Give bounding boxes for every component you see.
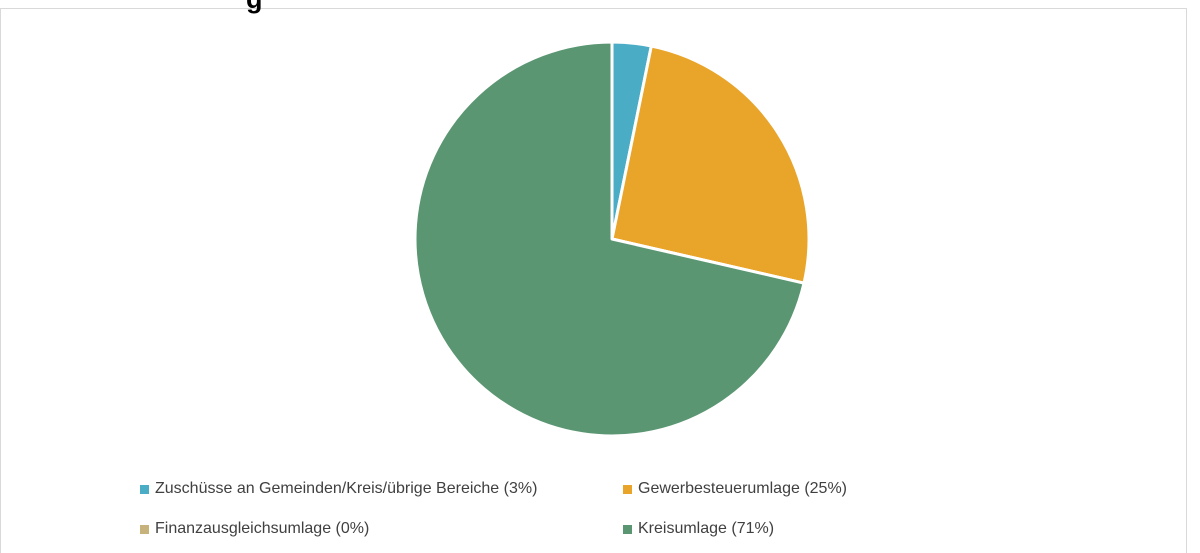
legend-swatch-kreisumlage [623,524,632,534]
legend-swatch-finanzausgleichsumlage [140,524,149,534]
legend-label-gewerbesteuerumlage: Gewerbesteuerumlage (25%) [638,480,847,497]
legend-label-zuschuesse: Zuschüsse an Gemeinden/Kreis/übrige Bere… [155,480,538,497]
legend-label-kreisumlage: Kreisumlage (71%) [638,520,775,537]
legend-swatch-zuschuesse [140,484,149,494]
legend-item-zuschuesse: Zuschüsse an Gemeinden/Kreis/übrige Bere… [140,480,537,498]
legend-item-kreisumlage: Kreisumlage (71%) [623,520,774,538]
legend-swatch-gewerbesteuerumlage [623,484,632,494]
pie-slice-kreisumlage [413,40,806,438]
legend-item-finanzausgleichsumlage: Finanzausgleichsumlage (0%) [140,520,369,538]
pie-slice-gewerbesteuerumlage [610,44,811,285]
legend-label-finanzausgleichsumlage: Finanzausgleichsumlage (0%) [155,520,370,537]
chart-title-fragment: g [246,0,263,13]
legend-item-gewerbesteuerumlage: Gewerbesteuerumlage (25%) [623,480,847,498]
